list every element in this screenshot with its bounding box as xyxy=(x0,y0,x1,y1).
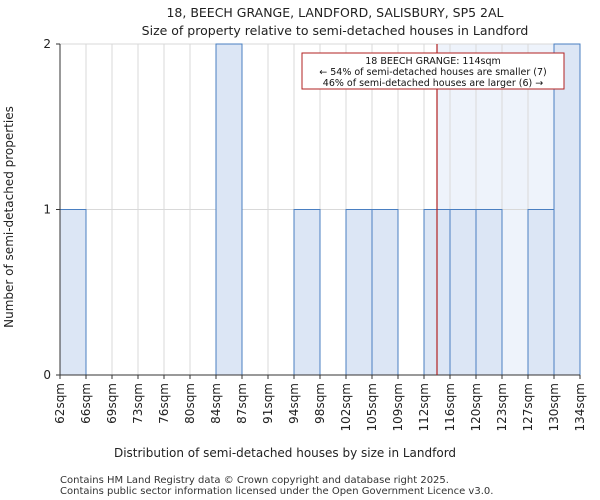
x-tick-label: 73sqm xyxy=(131,383,145,424)
x-tick-label: 123sqm xyxy=(495,383,509,431)
bar xyxy=(293,209,321,376)
bar xyxy=(371,209,399,376)
x-tick-label: 84sqm xyxy=(209,383,223,424)
y-tick-label: 0 xyxy=(43,368,51,382)
bar xyxy=(449,209,477,376)
x-tick-label: 91sqm xyxy=(261,383,275,424)
x-tick-label: 134sqm xyxy=(573,383,587,431)
chart-title: 18, BEECH GRANGE, LANDFORD, SALISBURY, S… xyxy=(166,5,503,20)
x-tick-label: 66sqm xyxy=(79,383,93,424)
bar xyxy=(215,43,243,376)
bar xyxy=(59,209,87,376)
chart-subtitle: Size of property relative to semi-detach… xyxy=(142,23,529,38)
x-tick-label: 69sqm xyxy=(105,383,119,424)
x-tick-label: 116sqm xyxy=(443,383,457,431)
x-tick-label: 105sqm xyxy=(365,383,379,431)
annotation-smaller: ← 54% of semi-detached houses are smalle… xyxy=(319,67,547,78)
x-axis-label: Distribution of semi-detached houses by … xyxy=(114,446,456,460)
x-tick-label: 112sqm xyxy=(417,383,431,431)
x-tick-label: 130sqm xyxy=(547,383,561,431)
y-axis-label: Number of semi-detached properties xyxy=(2,106,16,328)
bar xyxy=(475,209,503,376)
y-tick-label: 1 xyxy=(43,203,51,217)
annotation-box xyxy=(301,52,565,90)
x-tick-label: 98sqm xyxy=(313,383,327,424)
y-tick-label: 2 xyxy=(43,37,51,51)
x-tick-label: 76sqm xyxy=(157,383,171,424)
bar xyxy=(345,209,373,376)
x-tick-label: 120sqm xyxy=(469,383,483,431)
x-tick-label: 87sqm xyxy=(235,383,249,424)
plot-area: 0 1 2 62sqm 66sqm 69sqm 73sqm 76sqm 80sqm 84sqm 87… xyxy=(43,37,587,431)
footer-line-2: Contains public sector information licen… xyxy=(60,486,493,497)
bar xyxy=(527,209,555,376)
x-tick-label: 109sqm xyxy=(391,383,405,431)
footer-line-1: Contains HM Land Registry data © Crown c… xyxy=(60,475,449,486)
x-tick-label: 102sqm xyxy=(339,383,353,431)
x-tick-label: 62sqm xyxy=(53,383,67,424)
x-tick-label: 80sqm xyxy=(183,383,197,424)
annotation-larger: 46% of semi-detached houses are larger (… xyxy=(323,78,543,89)
x-tick-label: 127sqm xyxy=(521,383,535,431)
annotation-title: 18 BEECH GRANGE: 114sqm xyxy=(365,56,501,67)
x-tick-label: 94sqm xyxy=(287,383,301,424)
bar xyxy=(553,43,581,376)
